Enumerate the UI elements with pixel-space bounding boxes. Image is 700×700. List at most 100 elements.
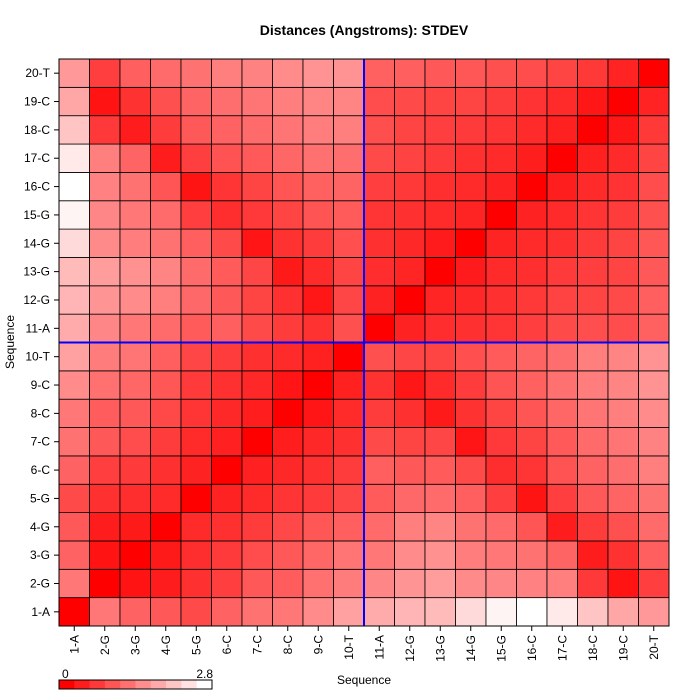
heatmap-cell-8-C-9-C — [302, 398, 334, 428]
heatmap-cell-3-G-1-A — [58, 540, 90, 570]
heatmap-cell-19-C-5-G — [180, 86, 212, 117]
heatmap-cell-19-C-15-G — [485, 86, 517, 117]
x-tick-label: 17-C — [555, 635, 569, 661]
heatmap-cell-14-G-3-G — [119, 228, 151, 258]
heatmap-cell-13-G-7-C — [241, 257, 273, 287]
heatmap-cell-8-C-6-C — [211, 398, 243, 428]
heatmap-cell-1-A-17-C — [546, 597, 578, 627]
heatmap-cell-10-T-14-G — [455, 342, 487, 372]
heatmap-cell-2-G-16-C — [516, 568, 548, 599]
heatmap-cell-17-C-2-G — [89, 143, 121, 173]
heatmap-cell-7-C-20-T — [638, 427, 670, 457]
heatmap-cell-18-C-11-A — [363, 115, 395, 145]
heatmap-cell-9-C-7-C — [241, 370, 273, 400]
heatmap-cell-12-G-9-C — [302, 285, 334, 315]
heatmap-cell-4-G-1-A — [58, 512, 90, 542]
heatmap-cell-14-G-13-G — [424, 228, 456, 258]
heatmap-cell-5-G-13-G — [424, 483, 456, 514]
heatmap-cell-1-A-6-C — [211, 597, 243, 627]
heatmap-cell-18-C-17-C — [546, 115, 578, 145]
heatmap-cell-5-G-17-C — [546, 483, 578, 514]
heatmap-cell-4-G-16-C — [516, 512, 548, 542]
heatmap-cell-1-A-15-G — [485, 597, 517, 627]
heatmap-cell-11-A-15-G — [485, 313, 517, 343]
heatmap-cell-2-G-10-T — [333, 568, 365, 599]
heatmap-cell-12-G-4-G — [150, 285, 182, 315]
heatmap-cell-16-C-15-G — [485, 171, 517, 202]
legend-swatch — [166, 680, 182, 689]
heatmap-cell-17-C-20-T — [638, 143, 670, 173]
heatmap-cell-6-C-8-C — [272, 455, 304, 485]
heatmap-cell-17-C-6-C — [211, 143, 243, 173]
heatmap-cell-7-C-10-T — [333, 427, 365, 457]
heatmap-cell-6-C-16-C — [516, 455, 548, 485]
heatmap-cell-7-C-17-C — [546, 427, 578, 457]
x-tick-label: 15-G — [494, 635, 508, 662]
heatmap-cell-3-G-14-G — [455, 540, 487, 570]
legend-min-label: 0 — [62, 667, 69, 681]
heatmap-cell-7-C-9-C — [302, 427, 334, 457]
heatmap-cell-18-C-19-C — [607, 115, 639, 145]
heatmap-cell-16-C-10-T — [333, 171, 365, 202]
heatmap-cell-11-A-1-A — [58, 313, 90, 343]
heatmap-cell-10-T-15-G — [485, 342, 517, 372]
heatmap-cell-9-C-3-G — [119, 370, 151, 400]
heatmap-cell-16-C-11-A — [363, 171, 395, 202]
legend-swatch — [59, 680, 75, 689]
heatmap-cell-3-G-7-C — [241, 540, 273, 570]
heatmap-cell-4-G-7-C — [241, 512, 273, 542]
heatmap-cell-1-A-7-C — [241, 597, 273, 627]
heatmap-cell-16-C-3-G — [119, 171, 151, 202]
heatmap-cell-14-G-7-C — [241, 228, 273, 258]
heatmap-cell-18-C-10-T — [333, 115, 365, 145]
heatmap-cell-15-G-19-C — [607, 200, 639, 230]
heatmap-cell-11-A-2-G — [89, 313, 121, 343]
y-tick-label: 18-C — [24, 123, 50, 137]
heatmap-cell-15-G-8-C — [272, 200, 304, 230]
heatmap-cell-15-G-12-G — [394, 200, 426, 230]
heatmap-cell-9-C-2-G — [89, 370, 121, 400]
heatmap-cell-10-T-9-C — [302, 342, 334, 372]
heatmap-cell-8-C-8-C — [272, 398, 304, 428]
heatmap-cell-3-G-12-G — [394, 540, 426, 570]
x-tick-label: 19-C — [616, 635, 630, 661]
x-tick-label: 4-G — [159, 635, 173, 655]
x-tick-label: 10-T — [342, 634, 356, 659]
legend-max-label: 2.8 — [196, 667, 213, 681]
divider-lines — [59, 59, 669, 626]
heatmap-cell-7-C-12-G — [394, 427, 426, 457]
x-tick-label: 2-G — [98, 635, 112, 655]
heatmap-cell-18-C-20-T — [638, 115, 670, 145]
heatmap-cell-16-C-9-C — [302, 171, 334, 202]
heatmap-cell-14-G-11-A — [363, 228, 395, 258]
heatmap-cell-9-C-14-G — [455, 370, 487, 400]
heatmap-cell-12-G-6-C — [211, 285, 243, 315]
heatmap-cell-1-A-12-G — [394, 597, 426, 627]
heatmap-cell-16-C-4-G — [150, 171, 182, 202]
heatmap-cell-10-T-7-C — [241, 342, 273, 372]
heatmap-cell-5-G-15-G — [485, 483, 517, 514]
color-legend — [58, 679, 213, 690]
y-tick-label: 6-C — [31, 463, 51, 477]
heatmap-cell-11-A-5-G — [180, 313, 212, 343]
heatmap-cell-5-G-4-G — [150, 483, 182, 514]
heatmap-cell-10-T-2-G — [89, 342, 121, 372]
y-tick-label: 3-G — [30, 548, 50, 562]
heatmap-cell-10-T-17-C — [546, 342, 578, 372]
heatmap-cell-1-A-4-G — [150, 597, 182, 627]
heatmap-cell-20-T-7-C — [241, 58, 273, 88]
heatmap-cell-10-T-11-A — [363, 342, 395, 372]
x-tick-label: 14-G — [464, 635, 478, 662]
heatmap-cell-6-C-4-G — [150, 455, 182, 485]
heatmap-cell-6-C-9-C — [302, 455, 334, 485]
heatmap-cell-8-C-13-G — [424, 398, 456, 428]
heatmap-cell-16-C-14-G — [455, 171, 487, 202]
heatmap-cell-3-G-17-C — [546, 540, 578, 570]
heatmap-cell-12-G-18-C — [577, 285, 609, 315]
heatmap-cell-10-T-3-G — [119, 342, 151, 372]
heatmap-cell-20-T-6-C — [211, 58, 243, 88]
y-tick-label: 17-C — [24, 151, 50, 165]
heatmap-cell-4-G-11-A — [363, 512, 395, 542]
heatmap-cell-6-C-7-C — [241, 455, 273, 485]
